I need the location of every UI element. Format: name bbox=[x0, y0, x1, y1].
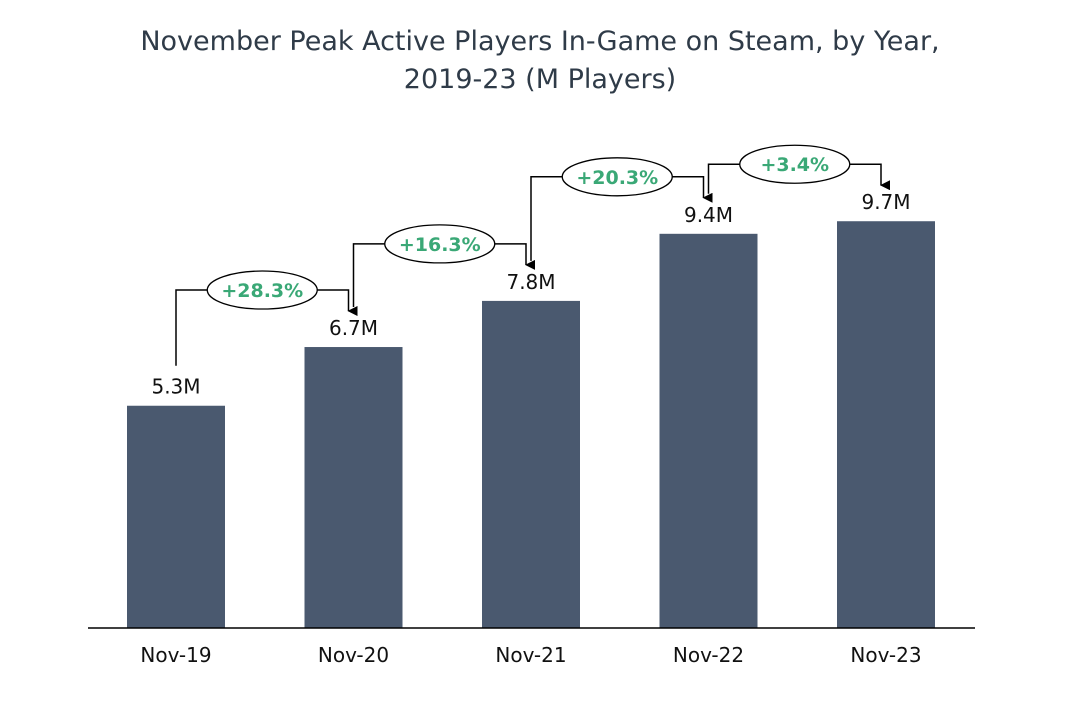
growth-oval-2 bbox=[384, 224, 496, 264]
bar-nov-19 bbox=[127, 405, 225, 628]
chart-title-line-1: November Peak Active Players In-Game on … bbox=[140, 26, 939, 57]
growth-label-1: +28.3% bbox=[221, 280, 303, 302]
labels-layer: 5.3M Nov-19 6.7M Nov-20 7.8M Nov-21 9.4M Nov-22… bbox=[140, 190, 921, 667]
value-label-nov-20: 6.7M bbox=[329, 316, 378, 340]
x-tick-label-nov-20: Nov-20 bbox=[318, 643, 389, 667]
growth-oval-4 bbox=[739, 144, 851, 184]
x-tick-label-nov-22: Nov-22 bbox=[673, 643, 744, 667]
bar-nov-21 bbox=[482, 300, 580, 628]
bar-nov-22 bbox=[659, 233, 758, 628]
growth-connectors-layer: +28.3% +16.3% +20.3% +3.4% bbox=[175, 144, 890, 366]
growth-oval-1 bbox=[206, 270, 318, 310]
growth-oval-3 bbox=[561, 157, 673, 197]
x-tick-label-nov-21: Nov-21 bbox=[495, 643, 566, 667]
growth-label-3: +20.3% bbox=[576, 167, 658, 189]
x-tick-label-nov-19: Nov-19 bbox=[140, 643, 211, 667]
value-label-nov-19: 5.3M bbox=[151, 375, 200, 399]
value-label-nov-22: 9.4M bbox=[684, 203, 733, 227]
bar-nov-20 bbox=[304, 347, 403, 628]
bar-nov-23 bbox=[837, 221, 935, 628]
value-label-nov-21: 7.8M bbox=[506, 270, 555, 294]
x-tick-label-nov-23: Nov-23 bbox=[850, 643, 921, 667]
growth-label-4: +3.4% bbox=[760, 154, 829, 176]
bars-layer bbox=[127, 221, 935, 628]
growth-label-2: +16.3% bbox=[399, 234, 481, 256]
chart-title-line-2: 2019-23 (M Players) bbox=[404, 64, 676, 95]
value-label-nov-23: 9.7M bbox=[861, 190, 910, 214]
